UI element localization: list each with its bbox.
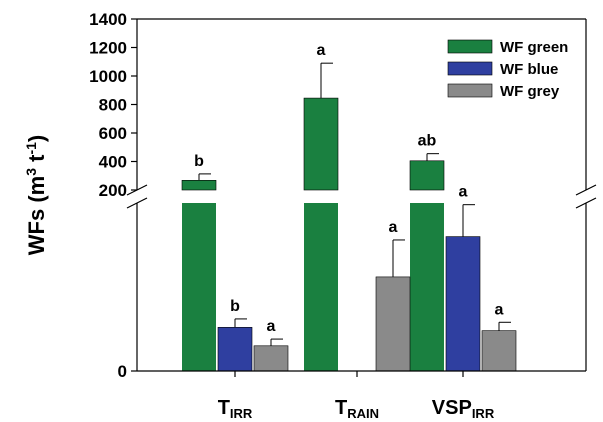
y-axis-break-mark: [126, 197, 148, 209]
bar-wf-green-upper: [303, 97, 339, 191]
legend-label: WF grey: [500, 83, 560, 100]
significance-letter: b: [230, 298, 240, 315]
y-tick-label: 0: [118, 362, 127, 381]
legend: WF green WF blue WF grey: [447, 39, 568, 100]
bar-wf-blue: [217, 327, 253, 372]
legend-label: WF blue: [500, 61, 558, 78]
bar-wf-green-lower: [304, 203, 338, 371]
legend-label: WF green: [500, 39, 568, 56]
significance-letter: ab: [418, 133, 437, 150]
x-category-label: TRAIN: [335, 397, 379, 421]
bar-wf-green-upper: [409, 160, 445, 191]
right-axis-break-mark: [575, 184, 597, 196]
y-tick-label: 1000: [89, 67, 127, 86]
x-category-label: TIRR: [218, 397, 253, 421]
legend-swatch: [447, 61, 493, 76]
significance-letter: a: [389, 219, 398, 236]
bar-wf-green-lower: [410, 203, 444, 371]
bars-group: b a ab b a a a a: [181, 42, 517, 372]
significance-letter: a: [459, 184, 468, 201]
x-category-label: VSPIRR: [432, 397, 495, 421]
right-axis-break-mark: [575, 197, 597, 209]
bar-wf-grey: [253, 345, 289, 372]
axes-group: 200 400 600 800 1000 1200 1400 0: [89, 10, 597, 381]
y-tick-label: 1200: [89, 39, 127, 58]
bar-wf-green-upper: [181, 180, 217, 191]
significance-letter: a: [495, 301, 504, 318]
y-axis-label: WFs (m3 t-1): [23, 135, 49, 255]
legend-swatch: [447, 39, 493, 54]
bar-wf-green-lower: [182, 203, 216, 371]
legend-swatch: [447, 83, 493, 98]
bar-wf-grey: [481, 330, 517, 372]
significance-letter: a: [267, 318, 276, 335]
bar-wf-blue: [445, 236, 481, 372]
y-tick-label: 600: [99, 124, 127, 143]
y-tick-label: 1400: [89, 10, 127, 29]
y-tick-label: 200: [99, 181, 127, 200]
significance-letter: b: [194, 153, 204, 170]
y-tick-label: 800: [99, 96, 127, 115]
y-tick-label: 400: [99, 153, 127, 172]
bar-wf-grey: [375, 276, 411, 372]
labels-group: TIRR TRAIN VSPIRR WFs (m3 t-1): [23, 135, 495, 421]
significance-letter: a: [317, 42, 326, 59]
